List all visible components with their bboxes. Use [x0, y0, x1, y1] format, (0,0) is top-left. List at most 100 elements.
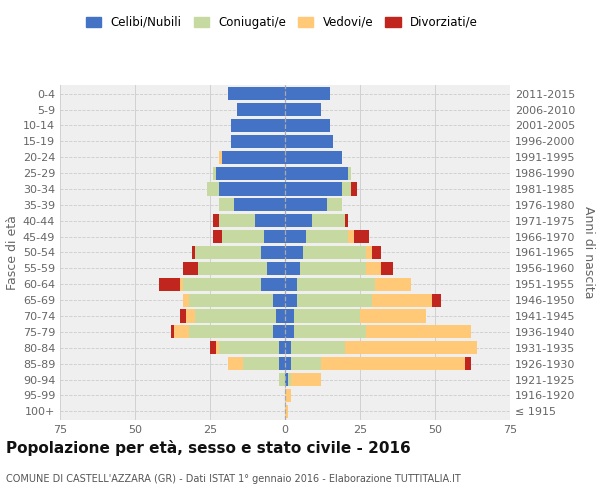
Bar — [183, 278, 261, 291]
Bar — [183, 294, 189, 306]
Y-axis label: Anni di nascita: Anni di nascita — [582, 206, 595, 298]
Bar — [366, 246, 372, 259]
Bar — [366, 262, 381, 275]
Bar — [231, 135, 285, 148]
Bar — [216, 342, 219, 354]
Bar — [219, 182, 285, 196]
Bar — [231, 119, 285, 132]
Bar — [372, 294, 432, 306]
Bar — [375, 278, 411, 291]
Bar — [234, 198, 285, 211]
Bar — [285, 342, 291, 354]
Bar — [174, 326, 189, 338]
Bar — [285, 294, 297, 306]
Bar — [159, 278, 180, 291]
Y-axis label: Fasce di età: Fasce di età — [5, 215, 19, 290]
Bar — [285, 135, 333, 148]
Bar — [195, 310, 276, 322]
Bar — [195, 246, 261, 259]
Bar — [285, 198, 327, 211]
Bar — [360, 310, 426, 322]
Bar — [294, 310, 360, 322]
Text: Popolazione per età, sesso e stato civile - 2016: Popolazione per età, sesso e stato civil… — [6, 440, 411, 456]
Bar — [342, 182, 351, 196]
Bar — [348, 230, 354, 243]
Bar — [219, 214, 255, 228]
Bar — [432, 294, 441, 306]
Bar — [180, 310, 186, 322]
Bar — [312, 214, 345, 228]
Bar — [189, 294, 273, 306]
Bar — [213, 166, 216, 179]
Bar — [243, 357, 279, 370]
Bar — [285, 103, 321, 116]
Bar — [180, 278, 183, 291]
Bar — [321, 357, 465, 370]
Bar — [291, 357, 321, 370]
Bar — [207, 182, 219, 196]
Bar — [279, 357, 285, 370]
Bar — [285, 166, 348, 179]
Bar — [285, 87, 330, 100]
Bar — [285, 357, 291, 370]
Bar — [285, 230, 306, 243]
Bar — [261, 278, 285, 291]
Bar — [285, 150, 342, 164]
Bar — [273, 326, 285, 338]
Bar — [171, 326, 174, 338]
Bar — [198, 262, 267, 275]
Bar — [183, 262, 198, 275]
Bar — [210, 342, 216, 354]
Bar — [285, 214, 312, 228]
Bar — [303, 246, 366, 259]
Bar — [381, 262, 393, 275]
Bar — [279, 342, 285, 354]
Bar — [345, 342, 477, 354]
Bar — [261, 246, 285, 259]
Bar — [222, 150, 285, 164]
Bar — [273, 294, 285, 306]
Bar — [285, 373, 288, 386]
Bar — [366, 326, 471, 338]
Bar — [327, 198, 342, 211]
Bar — [255, 214, 285, 228]
Bar — [300, 262, 366, 275]
Bar — [306, 230, 348, 243]
Bar — [345, 214, 348, 228]
Bar — [279, 373, 285, 386]
Bar — [219, 198, 234, 211]
Bar — [219, 150, 222, 164]
Bar — [285, 262, 300, 275]
Bar — [216, 166, 285, 179]
Bar — [285, 182, 342, 196]
Bar — [288, 373, 291, 386]
Legend: Celibi/Nubili, Coniugati/e, Vedovi/e, Divorziati/e: Celibi/Nubili, Coniugati/e, Vedovi/e, Di… — [86, 16, 478, 29]
Bar — [297, 278, 375, 291]
Bar — [291, 342, 345, 354]
Bar — [192, 246, 195, 259]
Bar — [285, 326, 294, 338]
Bar — [267, 262, 285, 275]
Bar — [186, 310, 195, 322]
Bar — [285, 119, 330, 132]
Bar — [237, 103, 285, 116]
Bar — [213, 214, 219, 228]
Bar — [465, 357, 471, 370]
Bar — [189, 326, 273, 338]
Bar — [219, 342, 279, 354]
Bar — [351, 182, 357, 196]
Bar — [297, 294, 372, 306]
Bar — [285, 246, 303, 259]
Bar — [222, 230, 264, 243]
Bar — [285, 310, 294, 322]
Bar — [285, 278, 297, 291]
Bar — [354, 230, 369, 243]
Bar — [213, 230, 222, 243]
Bar — [264, 230, 285, 243]
Bar — [348, 166, 351, 179]
Bar — [372, 246, 381, 259]
Bar — [228, 87, 285, 100]
Bar — [294, 326, 366, 338]
Bar — [291, 373, 321, 386]
Text: COMUNE DI CASTELL'AZZARA (GR) - Dati ISTAT 1° gennaio 2016 - Elaborazione TUTTIT: COMUNE DI CASTELL'AZZARA (GR) - Dati IST… — [6, 474, 461, 484]
